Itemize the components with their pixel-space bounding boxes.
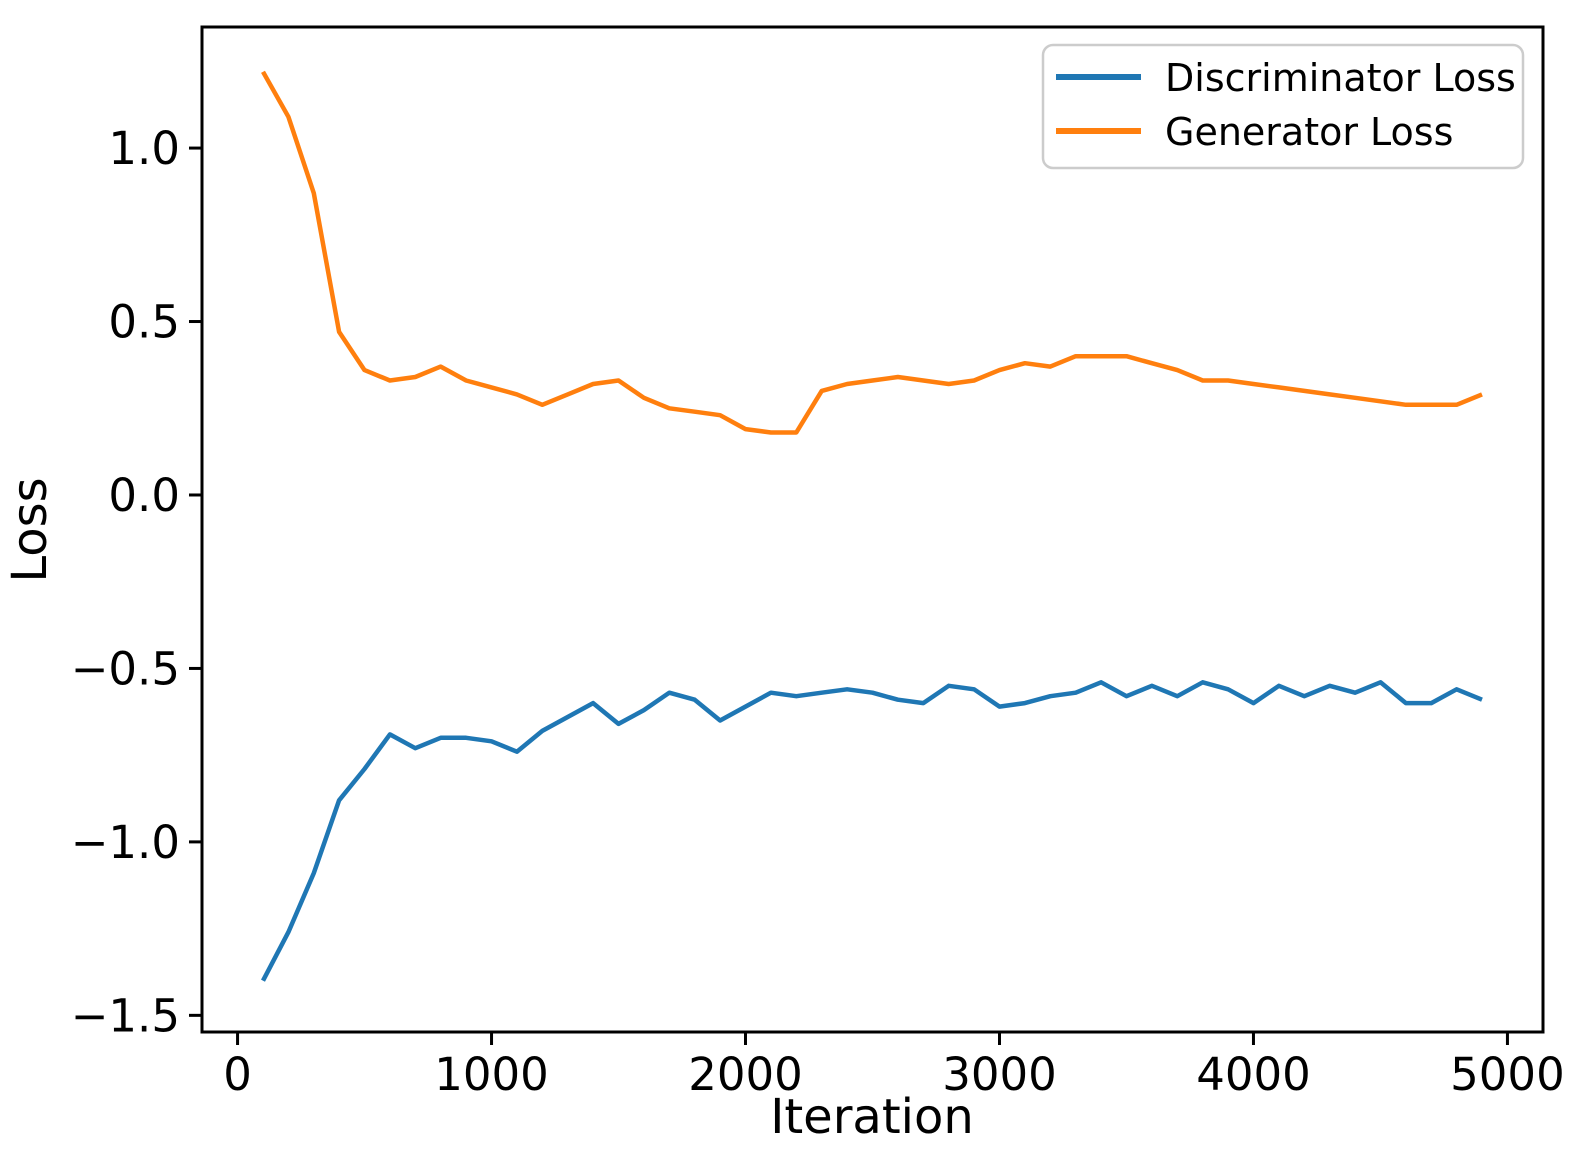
y-tick-label: 1.0 (108, 122, 180, 175)
y-tick-label: −1.5 (71, 989, 180, 1042)
x-tick-label: 5000 (1450, 1048, 1565, 1101)
tick-label-layer: 0 1000 2000 3000 4000 5000 −1.5 −1.0 −0.5 0.0 0.5 1… (71, 122, 1565, 1101)
x-tick-label: 1000 (434, 1048, 549, 1101)
legend-label-generator-loss: Generator Loss (1165, 110, 1453, 154)
legend-box (1041, 43, 1525, 170)
x-tick-label: 4000 (1196, 1048, 1311, 1101)
x-tick-label: 3000 (942, 1048, 1057, 1101)
series-layer (261, 70, 1483, 982)
axes-layer (189, 25, 1545, 1045)
y-tick-label: 0.5 (108, 296, 180, 349)
x-tick-label: 2000 (688, 1048, 803, 1101)
plot-frame (200, 25, 1545, 1034)
y-tick-label: −0.5 (71, 642, 180, 695)
x-axis-label: Iteration (770, 1089, 974, 1145)
legend: Discriminator Loss Generator Loss (1041, 43, 1525, 170)
x-tick-label: 0 (223, 1048, 252, 1101)
y-tick-label: 0.0 (108, 469, 180, 522)
y-tick-label: −1.0 (71, 816, 180, 869)
y-axis-label: Loss (2, 477, 58, 582)
discriminator-loss-line (261, 680, 1483, 982)
legend-label-discriminator-loss: Discriminator Loss (1165, 56, 1516, 100)
generator-loss-line (261, 70, 1483, 435)
